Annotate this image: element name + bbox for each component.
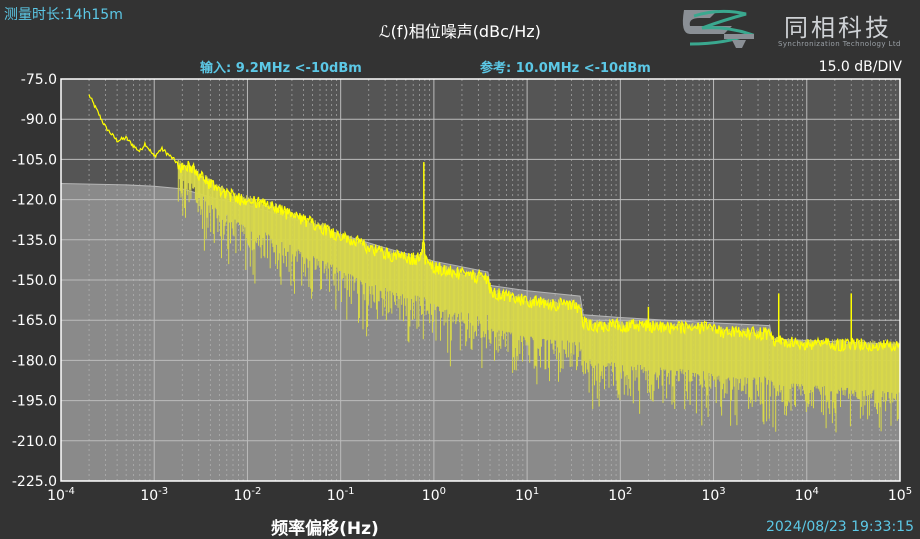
x-tick-label: 105 — [888, 486, 912, 504]
trace-upper-line — [88, 94, 901, 353]
input-signal-info: 输入: 9.2MHz <-10dBm — [200, 61, 362, 76]
y-tick-label: -75.0 — [21, 72, 57, 88]
phase-noise-trace — [88, 94, 901, 433]
y-tick-label: -105.0 — [12, 152, 57, 168]
noise-floor-area — [60, 182, 901, 482]
y-tick-label: -210.0 — [12, 434, 57, 450]
y-tick-label: -135.0 — [12, 233, 57, 249]
y-tick-label: -180.0 — [12, 353, 57, 369]
x-axis-label: 频率偏移(Hz) — [271, 519, 379, 539]
brand-tagline: Synchronization Technology Ltd — [778, 40, 901, 48]
y-tick-label: -225.0 — [12, 474, 57, 490]
x-tick-label: 100 — [422, 486, 446, 504]
x-tick-label: 10-1 — [327, 486, 355, 504]
grid — [60, 78, 901, 482]
plot-frame — [60, 78, 901, 482]
plot-area — [61, 79, 900, 481]
y-tick-label: -120.0 — [12, 193, 57, 209]
scale-per-division: 15.0 dB/DIV — [818, 59, 902, 75]
x-tick-label: 102 — [608, 486, 632, 504]
brand-name: 同相科技 — [784, 14, 892, 42]
x-tick-label: 10-2 — [234, 486, 262, 504]
x-tick-label: 104 — [795, 486, 819, 504]
company-logo-icon — [682, 9, 755, 48]
measure-time: 测量时长:14h15m — [4, 7, 123, 23]
y-tick-label: -165.0 — [12, 313, 57, 329]
y-tick-label: -195.0 — [12, 394, 57, 410]
y-tick-label: -150.0 — [12, 273, 57, 289]
chart-title: ℒ(f)相位噪声(dBc/Hz) — [379, 22, 541, 41]
x-tick-label: 10-3 — [140, 486, 168, 504]
x-tick-label: 103 — [701, 486, 725, 504]
x-tick-label: 10-4 — [47, 486, 75, 504]
reference-signal-info: 参考: 10.0MHz <-10dBm — [480, 61, 651, 76]
timestamp: 2024/08/23 19:33:15 — [765, 519, 914, 535]
y-tick-label: -90.0 — [21, 112, 57, 128]
x-tick-label: 101 — [515, 486, 539, 504]
